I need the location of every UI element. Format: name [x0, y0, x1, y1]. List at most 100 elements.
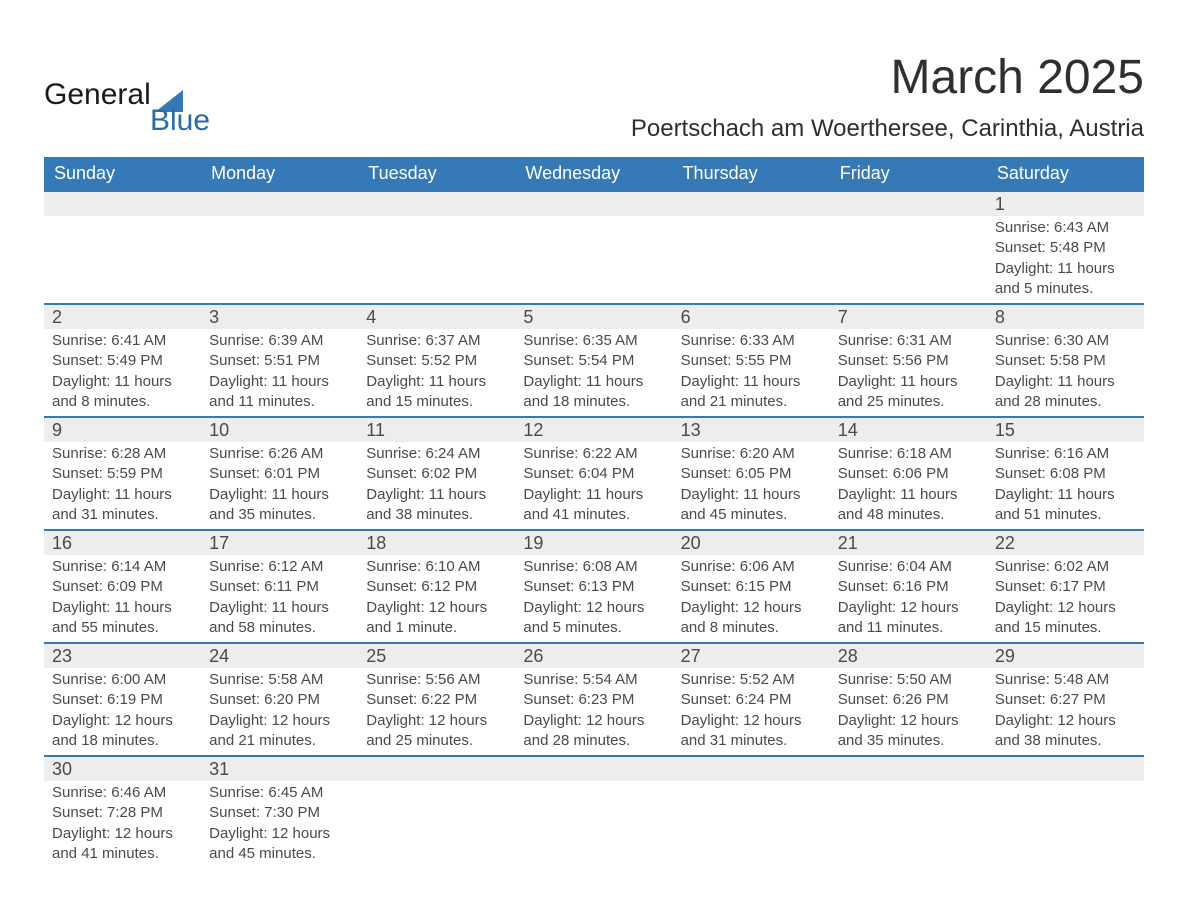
daylight-text: Daylight: 11 hours and 48 minutes.	[838, 485, 979, 526]
daylight-text: Daylight: 11 hours and 38 minutes.	[366, 485, 507, 526]
sunset-text: Sunset: 6:20 PM	[209, 690, 350, 710]
day-data: Sunrise: 5:54 AMSunset: 6:23 PMDaylight:…	[515, 668, 672, 755]
day-number: 4	[358, 305, 515, 329]
daylight-text: Daylight: 12 hours and 1 minute.	[366, 598, 507, 639]
page-title: March 2025	[631, 50, 1144, 105]
day-number: 16	[44, 531, 201, 555]
sunset-text: Sunset: 5:51 PM	[209, 351, 350, 371]
logo-text-general: General	[44, 78, 151, 112]
sunrise-text: Sunrise: 6:16 AM	[995, 444, 1136, 464]
day-data	[201, 216, 358, 303]
calendar-day-cell: 17Sunrise: 6:12 AMSunset: 6:11 PMDayligh…	[201, 530, 358, 643]
calendar-day-cell: 12Sunrise: 6:22 AMSunset: 6:04 PMDayligh…	[515, 417, 672, 530]
day-number	[830, 757, 987, 781]
day-number	[44, 192, 201, 216]
sunrise-text: Sunrise: 6:35 AM	[523, 331, 664, 351]
daylight-text: Daylight: 12 hours and 8 minutes.	[681, 598, 822, 639]
day-number: 18	[358, 531, 515, 555]
sunset-text: Sunset: 5:54 PM	[523, 351, 664, 371]
day-number: 8	[987, 305, 1144, 329]
day-number: 29	[987, 644, 1144, 668]
sunset-text: Sunset: 6:17 PM	[995, 577, 1136, 597]
calendar-day-cell: 26Sunrise: 5:54 AMSunset: 6:23 PMDayligh…	[515, 643, 672, 756]
sunset-text: Sunset: 6:13 PM	[523, 577, 664, 597]
calendar-day-cell	[987, 756, 1144, 868]
day-number: 11	[358, 418, 515, 442]
day-data	[515, 216, 672, 303]
calendar-day-cell: 1Sunrise: 6:43 AMSunset: 5:48 PMDaylight…	[987, 191, 1144, 304]
day-data	[358, 781, 515, 868]
sunset-text: Sunset: 6:27 PM	[995, 690, 1136, 710]
calendar-day-cell: 28Sunrise: 5:50 AMSunset: 6:26 PMDayligh…	[830, 643, 987, 756]
daylight-text: Daylight: 12 hours and 18 minutes.	[52, 711, 193, 752]
day-number: 23	[44, 644, 201, 668]
daylight-text: Daylight: 11 hours and 41 minutes.	[523, 485, 664, 526]
day-number	[358, 757, 515, 781]
day-data: Sunrise: 6:14 AMSunset: 6:09 PMDaylight:…	[44, 555, 201, 642]
sunrise-text: Sunrise: 6:00 AM	[52, 670, 193, 690]
day-data: Sunrise: 6:00 AMSunset: 6:19 PMDaylight:…	[44, 668, 201, 755]
day-data: Sunrise: 5:56 AMSunset: 6:22 PMDaylight:…	[358, 668, 515, 755]
calendar-day-cell: 8Sunrise: 6:30 AMSunset: 5:58 PMDaylight…	[987, 304, 1144, 417]
day-data: Sunrise: 6:41 AMSunset: 5:49 PMDaylight:…	[44, 329, 201, 416]
sunset-text: Sunset: 6:26 PM	[838, 690, 979, 710]
sunrise-text: Sunrise: 6:41 AM	[52, 331, 193, 351]
sunrise-text: Sunrise: 6:30 AM	[995, 331, 1136, 351]
calendar-day-cell: 24Sunrise: 5:58 AMSunset: 6:20 PMDayligh…	[201, 643, 358, 756]
calendar-week-row: 1Sunrise: 6:43 AMSunset: 5:48 PMDaylight…	[44, 191, 1144, 304]
calendar-day-cell: 31Sunrise: 6:45 AMSunset: 7:30 PMDayligh…	[201, 756, 358, 868]
sunrise-text: Sunrise: 6:12 AM	[209, 557, 350, 577]
day-number	[515, 192, 672, 216]
daylight-text: Daylight: 11 hours and 55 minutes.	[52, 598, 193, 639]
calendar-day-cell	[830, 191, 987, 304]
calendar-day-cell: 21Sunrise: 6:04 AMSunset: 6:16 PMDayligh…	[830, 530, 987, 643]
day-data	[830, 781, 987, 868]
day-number: 20	[673, 531, 830, 555]
day-number: 19	[515, 531, 672, 555]
sunrise-text: Sunrise: 6:10 AM	[366, 557, 507, 577]
day-number	[987, 757, 1144, 781]
sunset-text: Sunset: 5:52 PM	[366, 351, 507, 371]
day-number: 22	[987, 531, 1144, 555]
daylight-text: Daylight: 12 hours and 21 minutes.	[209, 711, 350, 752]
day-data: Sunrise: 6:37 AMSunset: 5:52 PMDaylight:…	[358, 329, 515, 416]
daylight-text: Daylight: 11 hours and 51 minutes.	[995, 485, 1136, 526]
calendar-day-cell: 27Sunrise: 5:52 AMSunset: 6:24 PMDayligh…	[673, 643, 830, 756]
daylight-text: Daylight: 11 hours and 5 minutes.	[995, 259, 1136, 300]
calendar-day-cell: 19Sunrise: 6:08 AMSunset: 6:13 PMDayligh…	[515, 530, 672, 643]
daylight-text: Daylight: 12 hours and 35 minutes.	[838, 711, 979, 752]
day-number	[201, 192, 358, 216]
sunset-text: Sunset: 5:48 PM	[995, 238, 1136, 258]
weekday-header: Saturday	[987, 157, 1144, 191]
day-data: Sunrise: 6:10 AMSunset: 6:12 PMDaylight:…	[358, 555, 515, 642]
day-data: Sunrise: 6:22 AMSunset: 6:04 PMDaylight:…	[515, 442, 672, 529]
sunrise-text: Sunrise: 6:14 AM	[52, 557, 193, 577]
day-number: 15	[987, 418, 1144, 442]
day-number: 10	[201, 418, 358, 442]
sunrise-text: Sunrise: 6:02 AM	[995, 557, 1136, 577]
day-data: Sunrise: 6:43 AMSunset: 5:48 PMDaylight:…	[987, 216, 1144, 303]
sunset-text: Sunset: 6:06 PM	[838, 464, 979, 484]
daylight-text: Daylight: 11 hours and 11 minutes.	[209, 372, 350, 413]
calendar-day-cell: 14Sunrise: 6:18 AMSunset: 6:06 PMDayligh…	[830, 417, 987, 530]
daylight-text: Daylight: 12 hours and 5 minutes.	[523, 598, 664, 639]
day-number: 6	[673, 305, 830, 329]
sunrise-text: Sunrise: 6:37 AM	[366, 331, 507, 351]
sunset-text: Sunset: 5:59 PM	[52, 464, 193, 484]
sunset-text: Sunset: 6:04 PM	[523, 464, 664, 484]
day-number: 3	[201, 305, 358, 329]
sunset-text: Sunset: 6:08 PM	[995, 464, 1136, 484]
daylight-text: Daylight: 11 hours and 25 minutes.	[838, 372, 979, 413]
sunrise-text: Sunrise: 6:39 AM	[209, 331, 350, 351]
sunrise-text: Sunrise: 6:28 AM	[52, 444, 193, 464]
calendar-day-cell	[673, 756, 830, 868]
sunset-text: Sunset: 6:23 PM	[523, 690, 664, 710]
day-data: Sunrise: 6:12 AMSunset: 6:11 PMDaylight:…	[201, 555, 358, 642]
calendar-week-row: 2Sunrise: 6:41 AMSunset: 5:49 PMDaylight…	[44, 304, 1144, 417]
daylight-text: Daylight: 12 hours and 11 minutes.	[838, 598, 979, 639]
calendar-day-cell: 29Sunrise: 5:48 AMSunset: 6:27 PMDayligh…	[987, 643, 1144, 756]
day-data: Sunrise: 5:58 AMSunset: 6:20 PMDaylight:…	[201, 668, 358, 755]
day-number: 30	[44, 757, 201, 781]
sunset-text: Sunset: 7:28 PM	[52, 803, 193, 823]
calendar-day-cell: 23Sunrise: 6:00 AMSunset: 6:19 PMDayligh…	[44, 643, 201, 756]
